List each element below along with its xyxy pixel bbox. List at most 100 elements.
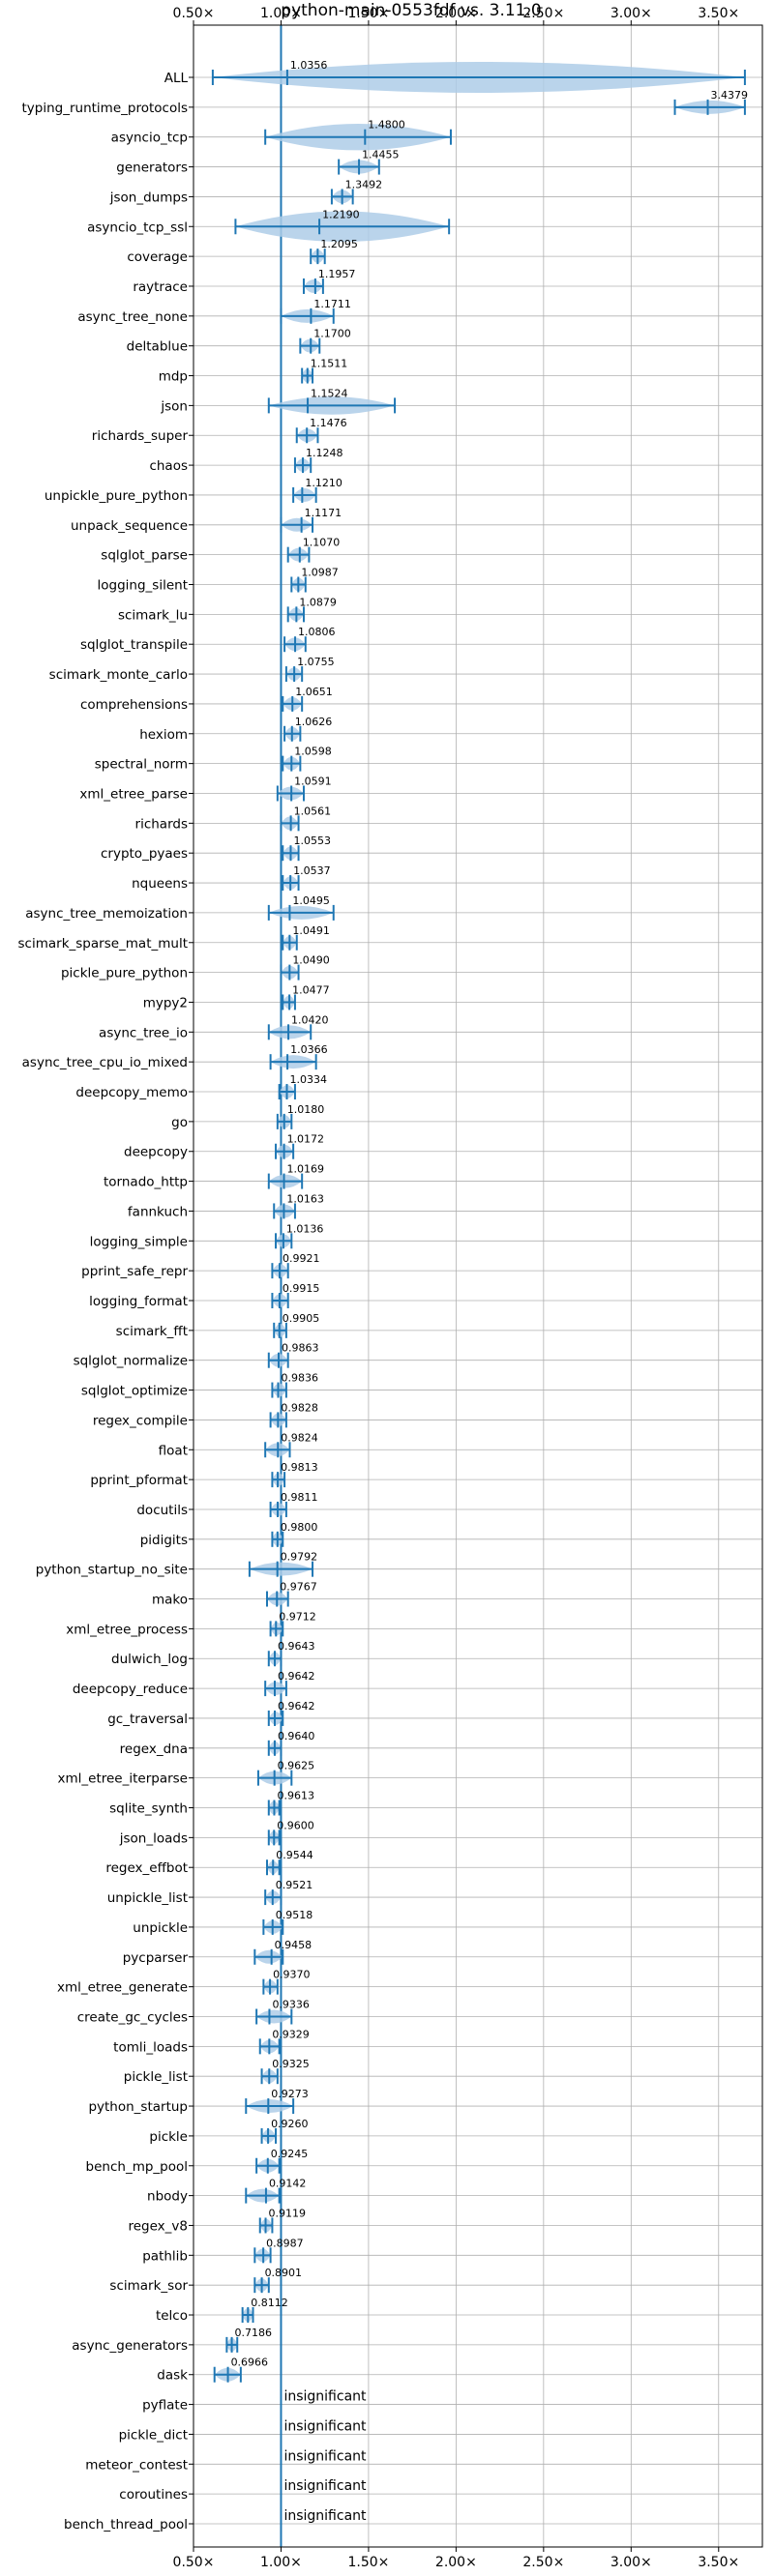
y-tick-label: gc_traversal bbox=[107, 1712, 188, 1727]
y-tick-label: logging_format bbox=[89, 1294, 188, 1309]
data-label: 1.0495 bbox=[292, 894, 330, 907]
y-tick-label: pprint_pformat bbox=[90, 1473, 188, 1488]
insignificant-label: insignificant bbox=[283, 2389, 367, 2405]
y-tick-label: xml_etree_process bbox=[66, 1622, 188, 1637]
data-label: 1.0490 bbox=[292, 954, 330, 967]
y-tick-label: ALL bbox=[164, 71, 189, 86]
x-tick-label-bottom: 3.00× bbox=[610, 2555, 652, 2570]
y-tick-label: scimark_sor bbox=[109, 2278, 188, 2294]
data-label: 0.9600 bbox=[277, 1819, 314, 1831]
data-label: 0.9329 bbox=[272, 2028, 310, 2040]
y-tick-label: regex_dna bbox=[120, 1742, 188, 1757]
y-tick-label: sqlglot_optimize bbox=[81, 1384, 188, 1399]
y-tick-label: bench_thread_pool bbox=[64, 2517, 188, 2532]
data-label: 1.0553 bbox=[293, 834, 331, 847]
data-label: 0.9245 bbox=[271, 2148, 309, 2160]
data-label: 1.0366 bbox=[290, 1043, 328, 1056]
data-label: 1.1171 bbox=[305, 507, 342, 519]
data-label: 1.0626 bbox=[295, 716, 333, 728]
y-tick-label: fannkuch bbox=[128, 1204, 188, 1219]
y-tick-label: mako bbox=[152, 1593, 188, 1608]
data-label: 1.0136 bbox=[286, 1222, 324, 1235]
x-tick-label-top: 3.00× bbox=[610, 6, 652, 21]
data-label: 0.7186 bbox=[235, 2327, 273, 2339]
data-label: 1.1070 bbox=[303, 537, 341, 549]
data-label: 1.0987 bbox=[301, 567, 339, 579]
data-label: 0.9521 bbox=[276, 1879, 313, 1891]
y-tick-label: deepcopy bbox=[124, 1145, 188, 1160]
data-label: 1.1957 bbox=[318, 268, 356, 280]
x-tick-label-bottom: 2.50× bbox=[522, 2555, 564, 2570]
y-tick-label: pycparser bbox=[123, 1950, 189, 1966]
y-tick-label: spectral_norm bbox=[95, 757, 188, 773]
data-label: 0.8987 bbox=[266, 2237, 304, 2249]
data-label: 1.1700 bbox=[313, 328, 351, 340]
x-tick-label-bottom: 0.50× bbox=[173, 2555, 215, 2570]
insignificant-label: insignificant bbox=[283, 2508, 367, 2524]
y-tick-label: meteor_contest bbox=[85, 2457, 188, 2473]
y-tick-label: unpickle_list bbox=[107, 1890, 188, 1906]
y-tick-label: xml_etree_generate bbox=[57, 1980, 188, 1996]
data-label: 0.8112 bbox=[251, 2297, 288, 2309]
data-label: 0.9792 bbox=[281, 1551, 318, 1564]
y-tick-label: json bbox=[160, 398, 188, 414]
y-tick-label: regex_v8 bbox=[128, 2218, 188, 2234]
y-tick-label: docutils bbox=[136, 1503, 188, 1518]
y-tick-label: scimark_lu bbox=[118, 607, 188, 623]
y-tick-label: richards bbox=[135, 816, 188, 832]
y-tick-label: unpack_sequence bbox=[71, 518, 188, 534]
data-label: 0.9544 bbox=[276, 1849, 313, 1861]
y-tick-label: crypto_pyaes bbox=[101, 846, 188, 862]
y-tick-label: nbody bbox=[147, 2189, 188, 2205]
data-label: 1.1711 bbox=[313, 298, 351, 310]
data-label: 1.1248 bbox=[306, 447, 343, 459]
data-label: 0.9119 bbox=[269, 2207, 307, 2219]
x-tick-label-top: 2.00× bbox=[435, 6, 477, 21]
y-tick-label: python_startup bbox=[88, 2099, 188, 2115]
y-tick-label: telco bbox=[156, 2308, 188, 2324]
y-tick-label: regex_compile bbox=[93, 1413, 188, 1428]
y-tick-label: pickle_pure_python bbox=[61, 966, 188, 981]
y-tick-label: tornado_http bbox=[104, 1175, 188, 1190]
data-label: 1.0879 bbox=[299, 596, 337, 608]
y-tick-label: unpickle bbox=[133, 1920, 188, 1936]
data-label: 0.9640 bbox=[278, 1730, 315, 1742]
y-tick-label: pickle_list bbox=[124, 2069, 188, 2085]
y-tick-label: scimark_monte_carlo bbox=[49, 667, 188, 683]
y-tick-label: coroutines bbox=[119, 2487, 188, 2503]
y-tick-label: float bbox=[159, 1443, 188, 1458]
data-label: 1.1476 bbox=[310, 417, 347, 429]
data-label: 1.0806 bbox=[298, 626, 336, 638]
x-tick-label-top: 3.50× bbox=[698, 6, 739, 21]
data-label: 0.9836 bbox=[281, 1372, 318, 1385]
y-tick-label: coverage bbox=[127, 249, 188, 265]
data-label: 1.0651 bbox=[295, 686, 333, 698]
data-label: 1.0356 bbox=[290, 59, 328, 72]
data-label: 1.0537 bbox=[293, 864, 331, 877]
data-label: 1.0169 bbox=[287, 1163, 325, 1176]
data-label: 1.0180 bbox=[287, 1103, 325, 1116]
y-tick-label: asyncio_tcp_ssl bbox=[87, 220, 188, 235]
x-tick-label-bottom: 2.00× bbox=[435, 2555, 477, 2570]
data-label: 0.9625 bbox=[278, 1760, 315, 1772]
y-tick-label: xml_etree_parse bbox=[79, 786, 188, 802]
data-label: 0.6966 bbox=[231, 2356, 268, 2369]
y-tick-label: async_tree_memoization bbox=[25, 906, 188, 922]
data-label: 1.1524 bbox=[311, 387, 348, 399]
y-tick-label: async_tree_io bbox=[99, 1025, 188, 1040]
y-tick-label: async_generators bbox=[72, 2338, 188, 2354]
data-label: 1.0420 bbox=[291, 1013, 329, 1026]
y-tick-label: richards_super bbox=[92, 428, 189, 444]
data-label: 0.9824 bbox=[281, 1431, 318, 1444]
y-tick-label: bench_mp_pool bbox=[86, 2159, 188, 2175]
data-label: 1.0591 bbox=[294, 775, 332, 787]
x-tick-label-top: 1.00× bbox=[260, 6, 302, 21]
data-label: 1.4800 bbox=[368, 119, 405, 132]
chart-title: python-main-0553fdf vs. 3.11.0 bbox=[281, 1, 541, 20]
y-tick-label: pathlib bbox=[142, 2248, 188, 2264]
data-label: 1.2095 bbox=[320, 238, 358, 250]
x-tick-label-bottom: 3.50× bbox=[698, 2555, 739, 2570]
data-label: 0.9518 bbox=[276, 1909, 313, 1921]
y-tick-label: asyncio_tcp bbox=[111, 131, 188, 146]
